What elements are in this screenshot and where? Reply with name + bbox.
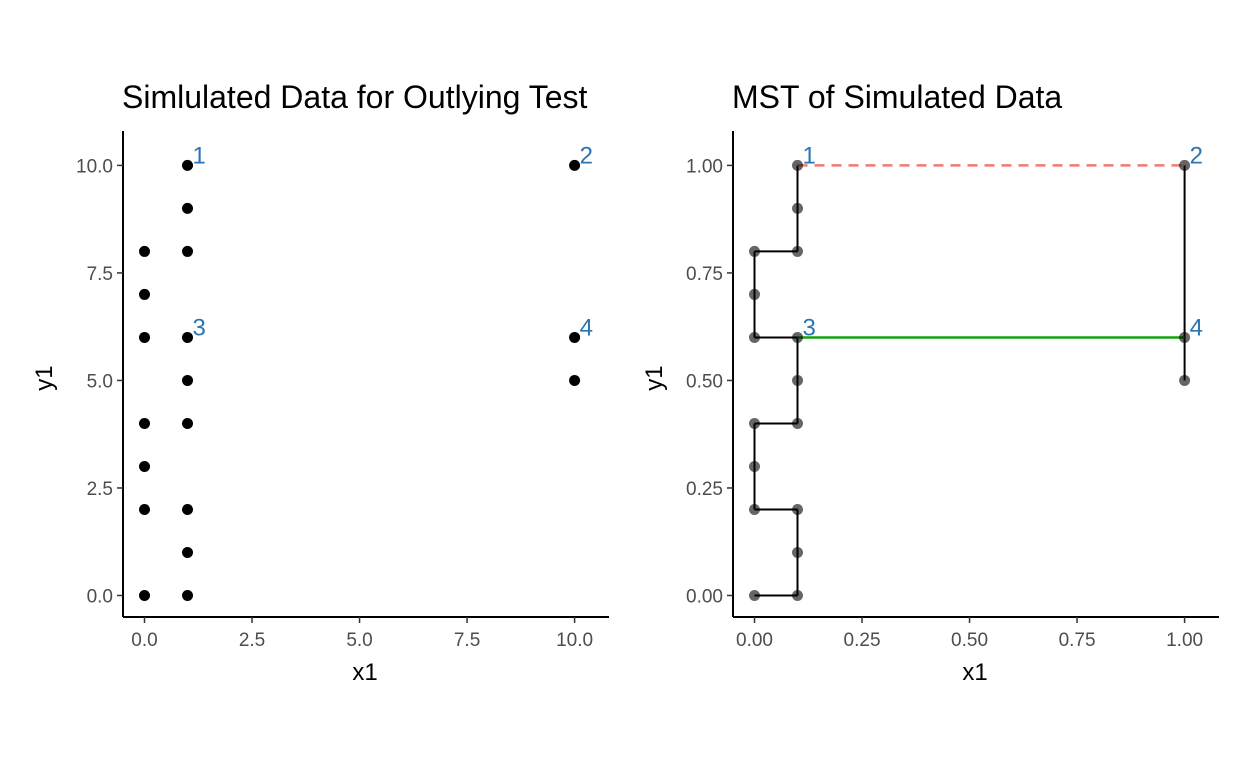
data-point xyxy=(792,374,804,386)
x-tick-label: 0.25 xyxy=(844,630,881,651)
x-tick-label: 1.00 xyxy=(1166,630,1203,651)
data-point xyxy=(792,503,804,515)
data-point xyxy=(139,245,151,257)
data-point xyxy=(139,503,151,515)
data-point xyxy=(792,331,804,343)
point-label: 3 xyxy=(803,314,816,341)
data-point xyxy=(182,503,194,515)
y-tick-label: 0.00 xyxy=(686,586,723,607)
data-point xyxy=(749,503,761,515)
data-point xyxy=(792,159,804,171)
data-point xyxy=(1179,331,1191,343)
data-point xyxy=(1179,374,1191,386)
data-point xyxy=(749,589,761,601)
data-point xyxy=(792,245,804,257)
y-tick-label: 2.5 xyxy=(87,479,113,500)
data-point xyxy=(749,331,761,343)
point-label: 2 xyxy=(580,142,593,169)
data-point xyxy=(139,288,151,300)
x-axis-label: x1 xyxy=(352,659,377,686)
x-tick-label: 0.50 xyxy=(951,630,988,651)
point-label: 4 xyxy=(580,314,593,341)
x-axis-label: x1 xyxy=(962,659,987,686)
chart-title: Simlulated Data for Outlying Test xyxy=(122,79,588,115)
data-point xyxy=(1179,159,1191,171)
point-label: 4 xyxy=(1190,314,1203,341)
data-point xyxy=(749,460,761,472)
data-point xyxy=(792,202,804,214)
point-label: 1 xyxy=(803,142,816,169)
data-point xyxy=(182,374,194,386)
y-axis-label: y1 xyxy=(641,365,668,390)
data-point xyxy=(139,460,151,472)
x-tick-label: 0.00 xyxy=(736,630,773,651)
point-label: 1 xyxy=(193,142,206,169)
x-tick-label: 5.0 xyxy=(346,630,372,651)
data-point xyxy=(182,546,194,558)
data-point xyxy=(182,589,194,601)
data-point xyxy=(792,589,804,601)
data-point xyxy=(792,417,804,429)
y-tick-label: 0.0 xyxy=(87,586,113,607)
y-tick-label: 0.25 xyxy=(686,479,723,500)
x-tick-label: 0.0 xyxy=(131,630,157,651)
y-tick-label: 5.0 xyxy=(87,371,113,392)
x-tick-label: 2.5 xyxy=(239,630,265,651)
data-point xyxy=(749,288,761,300)
data-point xyxy=(569,159,581,171)
y-tick-label: 0.50 xyxy=(686,371,723,392)
data-point xyxy=(569,331,581,343)
chart-title: MST of Simulated Data xyxy=(732,79,1062,115)
data-point xyxy=(569,374,581,386)
data-point xyxy=(139,589,151,601)
data-point xyxy=(749,417,761,429)
point-label: 2 xyxy=(1190,142,1203,169)
y-tick-label: 1.00 xyxy=(686,156,723,177)
y-tick-label: 0.75 xyxy=(686,264,723,285)
y-axis-label: y1 xyxy=(31,365,58,390)
data-point xyxy=(139,417,151,429)
data-point xyxy=(182,331,194,343)
x-tick-label: 7.5 xyxy=(454,630,480,651)
data-point xyxy=(182,417,194,429)
panel-mst: MST of Simulated Data x1 y1 0.00 0.25 0.50… xyxy=(641,79,1219,686)
x-tick-label: 0.75 xyxy=(1059,630,1096,651)
data-point xyxy=(182,159,194,171)
x-tick-label: 10.0 xyxy=(556,630,593,651)
data-point xyxy=(182,245,194,257)
data-point xyxy=(749,245,761,257)
data-point xyxy=(792,546,804,558)
y-tick-label: 10.0 xyxy=(76,156,113,177)
point-label: 3 xyxy=(193,314,206,341)
y-tick-label: 7.5 xyxy=(87,264,113,285)
data-point xyxy=(139,331,151,343)
data-point xyxy=(182,202,194,214)
panel-outlying-test: Simlulated Data for Outlying Test x1 y1 … xyxy=(31,79,609,686)
